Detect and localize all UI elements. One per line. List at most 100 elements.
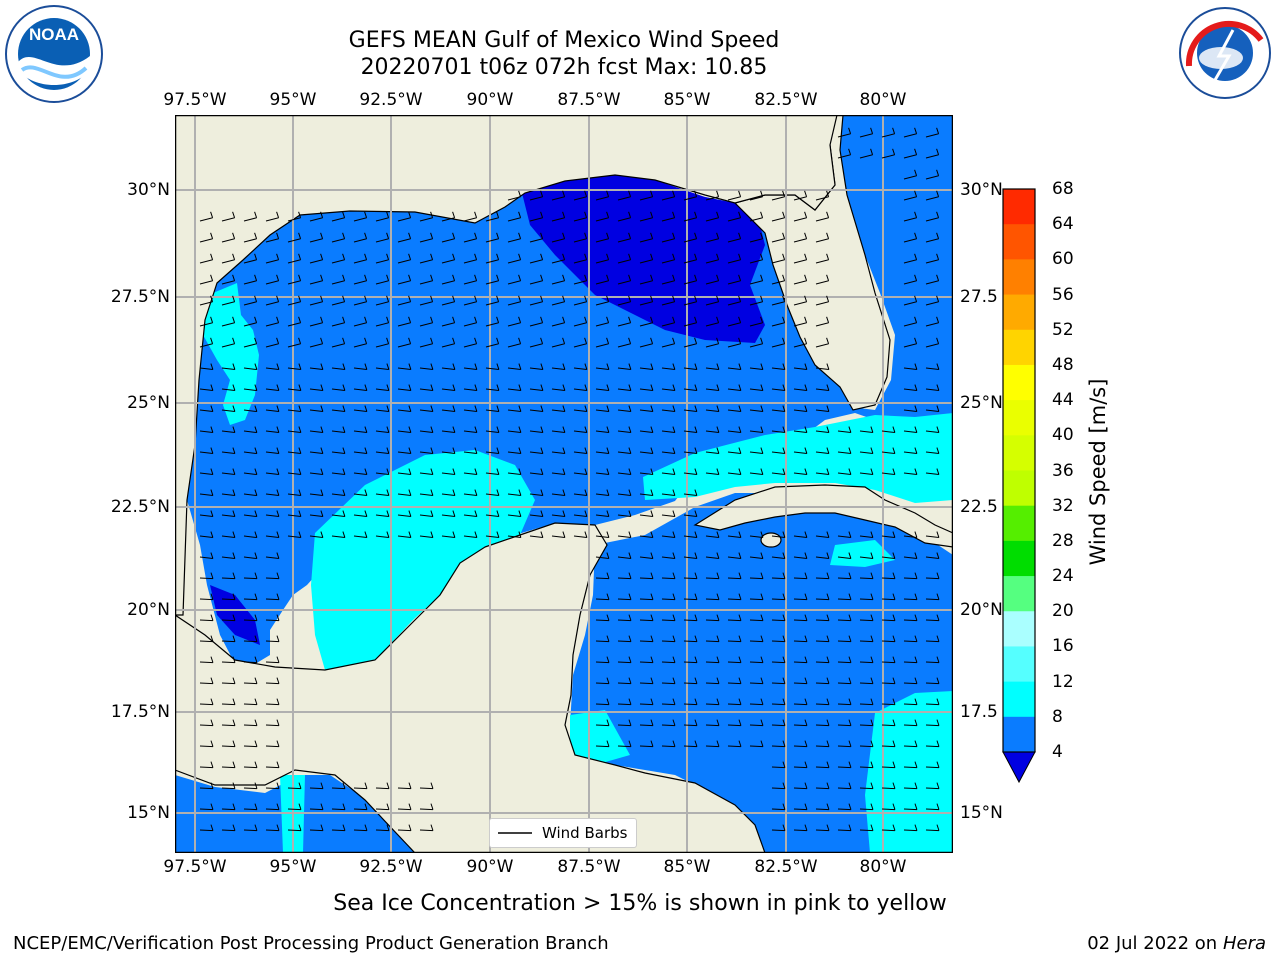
wind-barb: [331, 447, 346, 455]
wind-barb: [331, 384, 346, 392]
wind-barb: [925, 719, 940, 727]
colorbar-cell: [1003, 681, 1035, 718]
wind-barb: [903, 190, 918, 201]
wind-barb: [639, 190, 654, 201]
wind-barb: [485, 337, 500, 348]
wind-barb: [683, 274, 698, 285]
wind-barb: [727, 232, 742, 243]
colorbar-tick-label: 52: [1052, 319, 1074, 340]
wind-barb: [661, 552, 676, 560]
wind-barb: [265, 698, 280, 706]
wind-barb: [925, 337, 940, 348]
wind-barb: [551, 363, 566, 371]
wind-barb: [243, 677, 258, 685]
wind-barb: [815, 593, 830, 601]
wind-barb: [375, 316, 390, 327]
colorbar-cell: [1003, 435, 1035, 471]
wind-barb: [705, 232, 720, 243]
colorbar-cells: [1003, 189, 1035, 753]
wind-barb: [529, 468, 544, 476]
colorbar-cell: [1003, 470, 1035, 507]
lat-label-left: 17.5°N: [110, 702, 170, 722]
lon-label-top: 80°W: [859, 90, 907, 110]
wind-barb: [815, 824, 830, 832]
wind-barb: [705, 531, 720, 539]
lon-label-bottom: 85°W: [663, 857, 711, 877]
wind-barb: [815, 803, 830, 811]
lat-label-left: 25°N: [127, 393, 170, 413]
wind-barb: [265, 572, 280, 580]
wind-barb: [661, 572, 676, 580]
wind-barbs: [199, 127, 940, 832]
wind-barb: [925, 148, 940, 159]
lon-label-top: 90°W: [466, 90, 514, 110]
wind-barb: [551, 447, 566, 455]
wind-barb: [375, 468, 390, 476]
wind-barb: [573, 510, 588, 518]
wind-barb: [419, 232, 434, 243]
wind-barb: [551, 211, 566, 222]
wind-barb: [859, 572, 874, 580]
wind-barb: [463, 337, 478, 348]
wind-barb: [419, 782, 434, 790]
wind-barb: [903, 740, 918, 748]
wind-barb: [749, 232, 764, 243]
colorbar-tick-label: 20: [1052, 601, 1074, 622]
lon-label-bottom: 95°W: [269, 857, 317, 877]
wind-barb: [705, 656, 720, 664]
wind-barb: [485, 274, 500, 285]
wind-barb: [859, 552, 874, 560]
wind-barb: [881, 698, 896, 706]
wind-barb: [551, 295, 566, 306]
wind-barb: [507, 316, 522, 327]
wind-barb: [793, 468, 808, 476]
wind-barb: [925, 405, 940, 413]
wind-barb: [903, 572, 918, 580]
wind-barb: [661, 489, 676, 497]
wind-barb: [551, 510, 566, 518]
wind-barb: [397, 782, 412, 790]
wind-barb: [595, 656, 610, 664]
wind-barb: [485, 253, 500, 264]
wind-barb: [595, 384, 610, 392]
wind-barb: [661, 384, 676, 392]
lon-label-bottom: 82.5°W: [754, 857, 818, 877]
wind-barb: [815, 447, 830, 455]
wind-barb: [419, 531, 434, 539]
wind-barb: [617, 572, 632, 580]
colorbar-tick-label: 8: [1052, 706, 1063, 727]
wind-barb: [199, 253, 214, 264]
wind-barb: [881, 127, 896, 138]
wind-barb: [287, 337, 302, 348]
wind-barb: [815, 274, 830, 285]
wind-barb: [595, 531, 610, 539]
wind-barb: [595, 211, 610, 222]
wind-barb: [749, 274, 764, 285]
lat-label-right: 30°N: [960, 180, 1003, 200]
wind-barb: [903, 232, 918, 243]
wind-barb: [683, 698, 698, 706]
wind-barb: [507, 384, 522, 392]
wind-barb: [727, 656, 742, 664]
wind-barb: [639, 677, 654, 685]
wind-barb: [441, 337, 456, 348]
wind-barb: [837, 677, 852, 685]
wind-barb: [925, 531, 940, 539]
wind-barb: [265, 363, 280, 371]
wind-barb: [441, 232, 456, 243]
wind-barb: [793, 337, 808, 348]
wind-barb: [441, 468, 456, 476]
wind-barb: [243, 232, 258, 243]
wind-barb: [199, 677, 214, 685]
wind-barb: [727, 337, 742, 348]
wind-barb: [331, 531, 346, 539]
wind-barb: [265, 803, 280, 811]
wind-barb: [793, 295, 808, 306]
wind-barb: [375, 363, 390, 371]
wind-barb: [815, 316, 830, 327]
wind-barb: [353, 803, 368, 811]
wind-barb: [397, 316, 412, 327]
wind-barb: [287, 405, 302, 413]
wind-barb: [749, 698, 764, 706]
wind-barb: [771, 572, 786, 580]
